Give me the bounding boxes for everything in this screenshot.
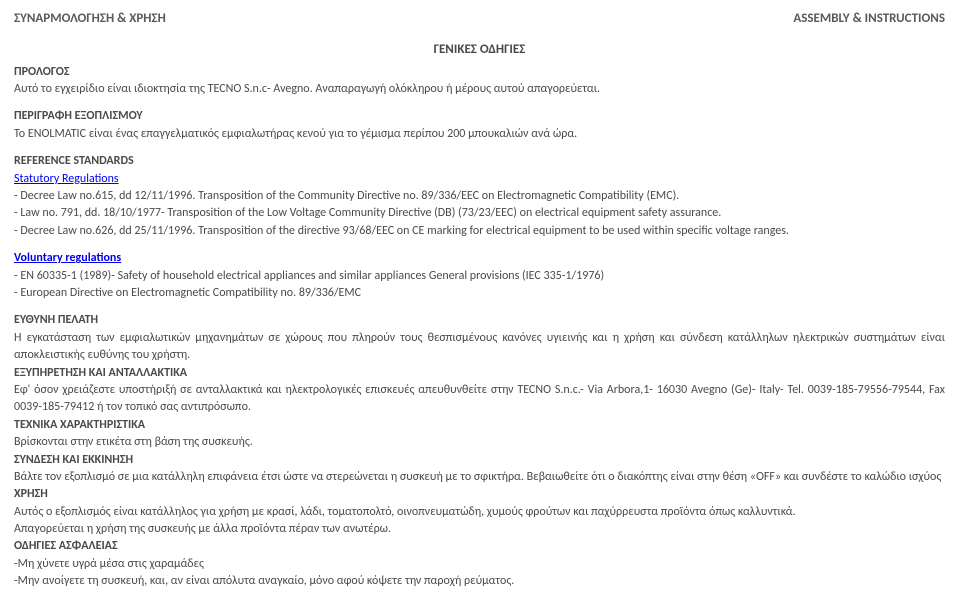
connection-text: Βάλτε τον εξοπλισμό σε μια κατάλληλη επι… bbox=[14, 469, 945, 486]
client-resp-text: Η εγκατάσταση των εμφιαλωτικών μηχανημάτ… bbox=[14, 330, 945, 365]
vol-item-1: - EN 60335-1 (1989)- Safety of household… bbox=[14, 268, 945, 285]
reference-standards-heading: REFERENCE STANDARDS bbox=[14, 153, 945, 170]
use-text-2: Απαγορεύεται η χρήση της συσκευής με άλλ… bbox=[14, 521, 945, 538]
header-left: ΣΥΝΑΡΜΟΛΟΓΗΣΗ & ΧΡΗΣΗ bbox=[14, 10, 166, 29]
safety-heading: ΟΔΗΓΙΕΣ ΑΣΦΑΛΕΙΑΣ bbox=[14, 538, 945, 555]
equipment-heading: ΠΕΡΙΓΡΑΦΗ ΕΞΟΠΛΙΣΜΟΥ bbox=[14, 108, 945, 125]
use-heading: ΧΡΗΣΗ bbox=[14, 486, 945, 503]
prologue-heading: ΠΡΟΛΟΓΟΣ bbox=[14, 64, 945, 81]
ref-item-3: - Decree Law no.626, dd 25/11/1996. Tran… bbox=[14, 223, 945, 240]
connection-heading: ΣΥΝΔΕΣΗ ΚΑΙ ΕΚΚΙΝΗΣΗ bbox=[14, 452, 945, 469]
tech-text: Βρίσκονται στην ετικέτα στη βάση της συσ… bbox=[14, 434, 945, 451]
statutory-regulations-link[interactable]: Statutory Regulations bbox=[14, 172, 119, 186]
safety-item-1: -Μη χύνετε υγρά μέσα στις χαραμάδες bbox=[14, 556, 945, 573]
client-resp-heading: ΕΥΘΥΝΗ ΠΕΛΑΤΗ bbox=[14, 312, 945, 329]
general-instructions-title: ΓΕΝΙΚΕΣ ΟΔΗΓΙΕΣ bbox=[14, 41, 945, 60]
safety-item-2: -Μην ανοίγετε τη συσκευή, και, αν είναι … bbox=[14, 573, 945, 590]
service-text: Εφ' όσον χρειάζεστε υποστήριξή σε ανταλλ… bbox=[14, 382, 945, 417]
equipment-text: Το ENOLMATIC είναι ένας επαγγελματικός ε… bbox=[14, 126, 945, 143]
tech-heading: ΤΕΧΝΙΚΑ ΧΑΡΑΚΤΗΡΙΣΤΙΚΑ bbox=[14, 417, 945, 434]
ref-item-1: - Decree Law no.615, dd 12/11/1996. Tran… bbox=[14, 188, 945, 205]
vol-item-2: - European Directive on Electromagnetic … bbox=[14, 285, 945, 302]
ref-item-2: - Law no. 791, dd. 18/10/1977- Transposi… bbox=[14, 205, 945, 222]
prologue-text: Αυτό το εγχειρίδιο είναι ιδιοκτησία της … bbox=[14, 81, 945, 98]
use-text-1: Αυτός ο εξοπλισμός είναι κατάλληλος για … bbox=[14, 504, 945, 521]
voluntary-regulations-link[interactable]: Voluntary regulations bbox=[14, 251, 121, 265]
service-heading: ΕΞΥΠΗΡΕΤΗΣΗ ΚΑΙ ΑΝΤΑΛΛΑΚΤΙΚΑ bbox=[14, 365, 945, 382]
header-right: ASSEMBLY & INSTRUCTIONS bbox=[793, 10, 945, 29]
